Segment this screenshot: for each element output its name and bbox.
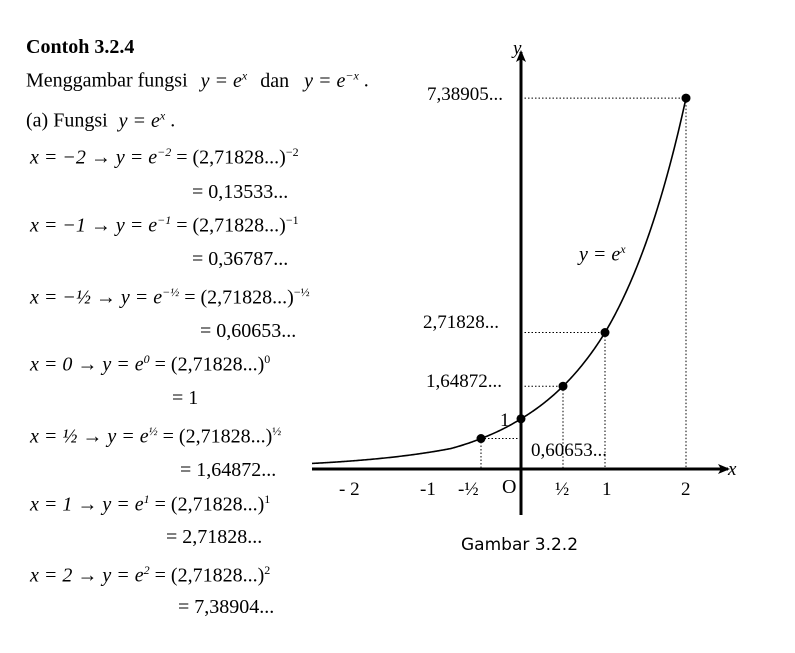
data-point [476,434,486,444]
example-title: Contoh 3.2.4 [26,36,135,58]
computation-result: = 1,64872... [180,459,277,481]
point-label: 7,38905... [427,84,503,105]
guide-lines [480,97,687,469]
computation-result: = 0,60653... [200,320,297,342]
computation-lhs: x = 2 → y = e2 = (2,71828...)2 [30,563,271,587]
x-tick-label: ½ [555,479,570,500]
computation-result: = 7,38904... [178,596,275,618]
point-label: 0,60653... [531,440,607,461]
computation-lhs: x = −1 → y = e−1 = (2,71828...)−1 [30,213,299,237]
x-tick-label: 1 [602,479,612,500]
intro-fn2: y = e−x [304,68,359,92]
part-a-label: (a) Fungsi [26,109,108,132]
curve-label: y = ex [579,242,626,266]
computation-result: = 0,13533... [192,181,289,203]
x-axis-label: x [728,459,737,480]
intro-end: . [363,69,369,92]
intro-fn1: y = ex [200,68,248,92]
part-a-line: (a) Fungsi y = ex . [26,108,175,133]
part-a-end: . [170,109,176,132]
computation-lhs: x = ½ → y = e½ = (2,71828...)½ [30,424,282,448]
y-axis-label: y [513,38,522,59]
data-points [476,93,691,444]
data-point [558,381,568,391]
figure-caption: Gambar 3.2.2 [461,535,579,555]
x-tick-label: -½ [458,479,479,500]
computation-result: = 1 [172,387,199,409]
point-label: 2,71828... [423,312,499,333]
x-tick-label: 2 [681,479,691,500]
exp-curve [311,97,687,465]
point-label: 1 [500,410,510,431]
computation-result: = 0,36787... [192,248,289,270]
data-point [600,328,610,338]
x-tick-label: -1 [420,479,436,500]
intro-text: Menggambar fungsi [26,69,188,92]
x-tick-label: - 2 [339,479,360,500]
origin-label: O [502,476,517,498]
computation-lhs: x = −2 → y = e−2 = (2,71828...)−2 [30,145,299,169]
point-label: 1,64872... [426,371,502,392]
computation-result: = 2,71828... [166,526,263,548]
part-a-fn: y = ex [118,108,166,132]
data-point [681,93,691,103]
computation-lhs: x = 1 → y = e1 = (2,71828...)1 [30,492,271,516]
intro-line: Menggambar fungsi y = ex dan y = e−x . [26,68,369,93]
intro-connector: dan [260,69,290,92]
computation-lhs: x = −½ → y = e−½ = (2,71828...)−½ [30,285,310,309]
data-point [516,414,526,424]
computation-lhs: x = 0 → y = e0 = (2,71828...)0 [30,352,271,376]
